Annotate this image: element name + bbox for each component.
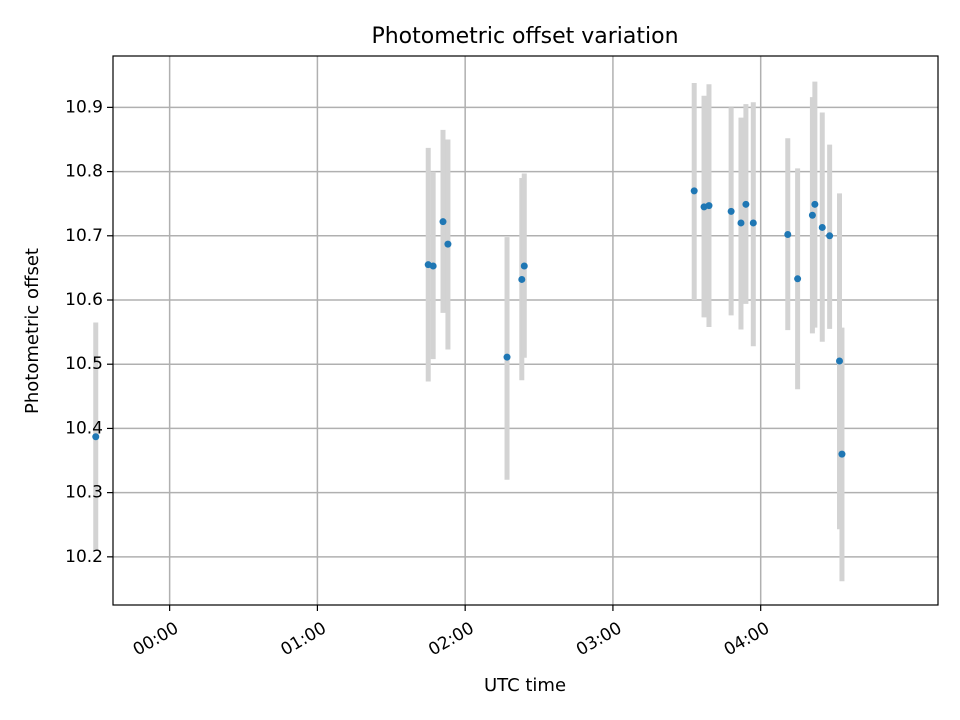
data-point <box>737 219 745 227</box>
chart-title: Photometric offset variation <box>371 24 678 49</box>
data-point <box>818 223 826 231</box>
data-point <box>727 207 735 215</box>
y-tick-label: 10.3 <box>65 483 103 503</box>
data-point <box>835 357 843 365</box>
plot-frame <box>112 55 939 606</box>
data-point <box>518 275 526 283</box>
data-points <box>92 187 846 458</box>
x-tick-label: 04:00 <box>721 618 773 660</box>
y-tick-label: 10.2 <box>65 547 103 567</box>
data-point <box>838 450 846 458</box>
data-point <box>784 231 792 239</box>
y-tick-label: 10.8 <box>65 162 103 182</box>
x-tick-label: 00:00 <box>130 618 182 660</box>
grid <box>113 56 938 605</box>
data-point <box>749 219 757 227</box>
data-point <box>826 232 834 240</box>
x-tick-label: 01:00 <box>277 618 329 660</box>
x-axis-label: UTC time <box>484 675 566 696</box>
data-point <box>808 211 816 219</box>
data-point <box>742 200 750 208</box>
x-tick-label: 02:00 <box>425 618 477 660</box>
data-point <box>520 262 528 270</box>
data-point <box>444 240 452 248</box>
x-tick-label: 03:00 <box>573 618 625 660</box>
data-point <box>794 275 802 283</box>
y-tick-label: 10.6 <box>65 290 103 310</box>
data-point <box>503 353 511 361</box>
data-point <box>690 187 698 195</box>
error-bars <box>93 81 845 582</box>
y-tick-label: 10.9 <box>65 97 103 117</box>
ticks: 00:00 01:00 02:00 03:00 04:00 10.2 10.3 10.4 10.… <box>65 97 773 660</box>
data-point <box>705 202 713 210</box>
data-point <box>429 262 437 270</box>
data-point <box>439 218 447 226</box>
y-axis-label: Photometric offset <box>22 248 43 414</box>
data-point <box>811 200 819 208</box>
y-tick-label: 10.7 <box>65 226 103 246</box>
y-tick-label: 10.4 <box>65 418 103 438</box>
y-tick-label: 10.5 <box>65 354 103 374</box>
data-point <box>92 433 100 441</box>
